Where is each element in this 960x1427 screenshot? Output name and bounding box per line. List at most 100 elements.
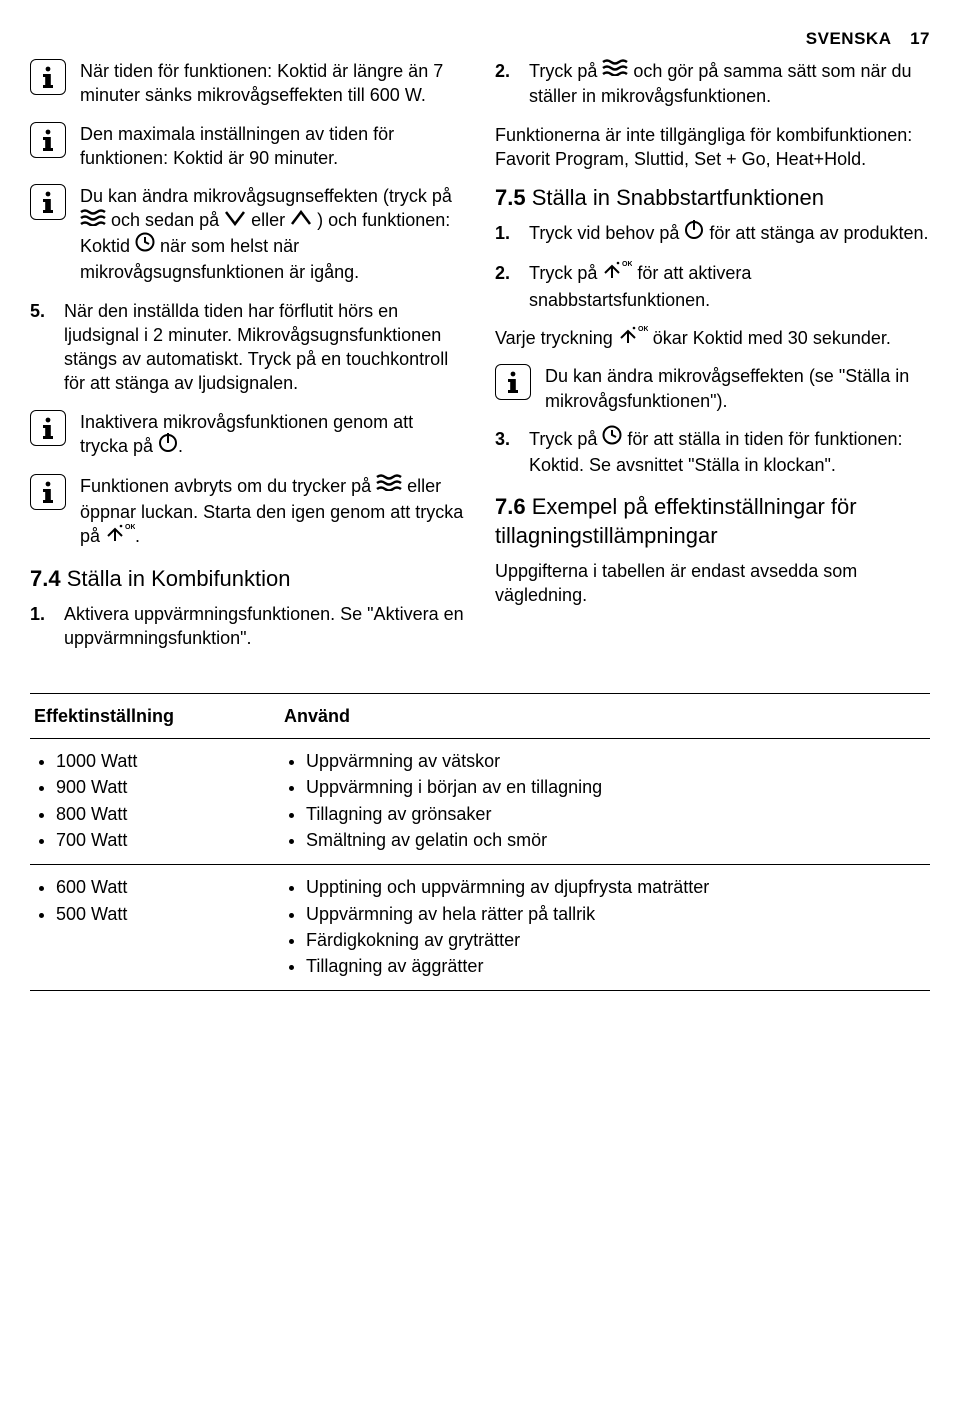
text: . bbox=[178, 436, 183, 456]
power-icon bbox=[158, 432, 178, 458]
table-header: Använd bbox=[284, 704, 926, 728]
step-text: Tryck på för att ställa in tiden för fun… bbox=[529, 427, 930, 478]
clock-icon bbox=[602, 425, 622, 451]
numbered-step: 5. När den inställda tiden har förflutit… bbox=[30, 299, 465, 396]
info-block: Den maximala inställningen av tiden för … bbox=[30, 122, 465, 171]
list-item: 700 Watt bbox=[56, 828, 284, 852]
numbered-step: 2. Tryck på och gör på samma sätt som nä… bbox=[495, 59, 930, 109]
text: eller bbox=[251, 210, 290, 230]
list-item: Uppvärmning av hela rätter på tallrik bbox=[306, 902, 926, 926]
table-cell: Upptining och uppvärmning av djupfrysta … bbox=[284, 875, 926, 980]
info-block: Funktionen avbryts om du trycker på elle… bbox=[30, 474, 465, 550]
table-header-row: Effektinställning Använd bbox=[30, 694, 930, 738]
right-column: 2. Tryck på och gör på samma sätt som nä… bbox=[495, 59, 930, 665]
step-number: 1. bbox=[495, 221, 519, 247]
paragraph: Uppgifterna i tabellen är endast avsedda… bbox=[495, 559, 930, 608]
text: Varje tryckning bbox=[495, 328, 618, 348]
info-icon bbox=[30, 184, 66, 220]
info-icon bbox=[30, 122, 66, 158]
text: för att stänga av produkten. bbox=[709, 223, 928, 243]
chevron-down-icon bbox=[224, 208, 246, 232]
list-item: Uppvärmning av vätskor bbox=[306, 749, 926, 773]
list-item: 600 Watt bbox=[56, 875, 284, 899]
list-item: Upptining och uppvärmning av djupfrysta … bbox=[306, 875, 926, 899]
numbered-step: 1. Tryck vid behov på för att stänga av … bbox=[495, 221, 930, 247]
info-block: Du kan ändra mikrovågseffekten (se "Stäl… bbox=[495, 364, 930, 413]
section-number: 7.6 bbox=[495, 494, 526, 519]
step-text: Tryck på för att aktivera snabbstartsfun… bbox=[529, 261, 930, 312]
table-cell: 1000 Watt 900 Watt 800 Watt 700 Watt bbox=[34, 749, 284, 854]
step-text: När den inställda tiden har förflutit hö… bbox=[64, 299, 465, 396]
text: Tryck vid behov på bbox=[529, 223, 684, 243]
power-settings-table: Effektinställning Använd 1000 Watt 900 W… bbox=[30, 693, 930, 992]
text: Tryck på bbox=[529, 61, 602, 81]
section-heading-7-5: 7.5 Ställa in Snabbstart­funktionen bbox=[495, 183, 930, 213]
section-title: Ställa in Snabbstart­funktionen bbox=[526, 185, 824, 210]
text: Tryck på bbox=[529, 429, 602, 449]
page-header: SVENSKA 17 bbox=[30, 28, 930, 51]
section-heading-7-6: 7.6 Exempel på effektinställningar för t… bbox=[495, 492, 930, 551]
wave-icon bbox=[80, 208, 106, 232]
section-number: 7.4 bbox=[30, 566, 61, 591]
content-columns: När tiden för funktionen: Koktid är läng… bbox=[30, 59, 930, 665]
info-icon bbox=[30, 410, 66, 446]
list-item: Tillagning av grönsaker bbox=[306, 802, 926, 826]
wave-icon bbox=[376, 473, 402, 497]
info-block: Inaktivera mikrovågsfunktionen genom att… bbox=[30, 410, 465, 461]
list-item: 1000 Watt bbox=[56, 749, 284, 773]
step-text: Tryck vid behov på för att stänga av pro… bbox=[529, 221, 930, 247]
step-number: 3. bbox=[495, 427, 519, 478]
numbered-step: 2. Tryck på för att aktivera snabbstarts… bbox=[495, 261, 930, 312]
list-item: Smältning av gelatin och smör bbox=[306, 828, 926, 852]
section-number: 7.5 bbox=[495, 185, 526, 210]
numbered-step: 1. Aktivera uppvärmningsfunktionen. Se "… bbox=[30, 602, 465, 651]
chevron-up-icon bbox=[290, 208, 312, 232]
step-text: Aktivera uppvärmningsfunktionen. Se "Akt… bbox=[64, 602, 465, 651]
text: ökar Koktid med 30 sekunder. bbox=[653, 328, 891, 348]
info-text: Du kan ändra mikrovågsugnseffekten (tryc… bbox=[80, 184, 465, 284]
table-cell: 600 Watt 500 Watt bbox=[34, 875, 284, 980]
paragraph: Funktionerna är inte tillgängliga för ko… bbox=[495, 123, 930, 172]
step-number: 1. bbox=[30, 602, 54, 651]
step-number: 2. bbox=[495, 261, 519, 312]
text: Du kan ändra mikrovågsugnseffekten (tryc… bbox=[80, 186, 452, 206]
list-item: Tillagning av äggrätter bbox=[306, 954, 926, 978]
list-item: Uppvärmning i början av en tillagning bbox=[306, 775, 926, 799]
list-item: Färdigkokning av gryträtter bbox=[306, 928, 926, 952]
list-item: 500 Watt bbox=[56, 902, 284, 926]
list-item: 900 Watt bbox=[56, 775, 284, 799]
text: Funktionen avbryts om du trycker på bbox=[80, 476, 376, 496]
table-row: 600 Watt 500 Watt Upptining och uppvärmn… bbox=[30, 865, 930, 990]
power-icon bbox=[684, 219, 704, 245]
ok-arrow-icon bbox=[618, 324, 648, 350]
wave-icon bbox=[602, 58, 628, 82]
info-icon bbox=[30, 474, 66, 510]
ok-arrow-icon bbox=[602, 259, 632, 285]
step-number: 2. bbox=[495, 59, 519, 109]
section-heading-7-4: 7.4 Ställa in Kombifunktion bbox=[30, 564, 465, 594]
left-column: När tiden för funktionen: Koktid är läng… bbox=[30, 59, 465, 665]
list-item: 800 Watt bbox=[56, 802, 284, 826]
clock-icon bbox=[135, 232, 155, 258]
section-title: Exempel på effektinställningar för tilla… bbox=[495, 494, 857, 549]
info-text: Du kan ändra mikrovågseffekten (se "Stäl… bbox=[545, 364, 930, 413]
lang-label: SVENSKA bbox=[806, 29, 891, 48]
ok-arrow-icon bbox=[105, 522, 135, 548]
page-number: 17 bbox=[910, 29, 930, 48]
step-number: 5. bbox=[30, 299, 54, 396]
text: Tryck på bbox=[529, 263, 602, 283]
table-header: Effektinställning bbox=[34, 704, 284, 728]
info-text: Den maximala inställningen av tiden för … bbox=[80, 122, 465, 171]
info-icon bbox=[30, 59, 66, 95]
info-text: Inaktivera mikrovågsfunktionen genom att… bbox=[80, 410, 465, 461]
info-icon bbox=[495, 364, 531, 400]
section-title: Ställa in Kombifunktion bbox=[61, 566, 291, 591]
info-text: Funktionen avbryts om du trycker på elle… bbox=[80, 474, 465, 550]
table-row: 1000 Watt 900 Watt 800 Watt 700 Watt Upp… bbox=[30, 739, 930, 864]
info-block: Du kan ändra mikrovågsugnseffekten (tryc… bbox=[30, 184, 465, 284]
info-block: När tiden för funktionen: Koktid är läng… bbox=[30, 59, 465, 108]
paragraph: Varje tryckning ökar Koktid med 30 sekun… bbox=[495, 326, 930, 352]
info-text: När tiden för funktionen: Koktid är läng… bbox=[80, 59, 465, 108]
text: . bbox=[135, 526, 140, 546]
text: Inaktivera mikrovågsfunktionen genom att… bbox=[80, 412, 413, 456]
